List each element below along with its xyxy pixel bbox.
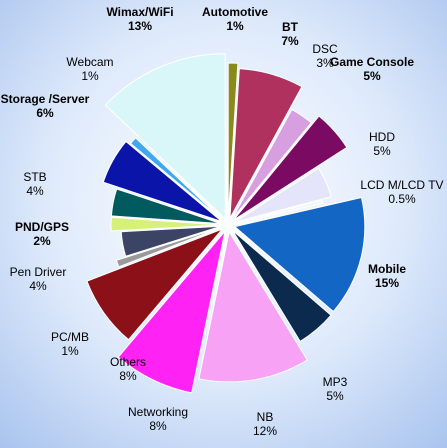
category-name: PC/MB — [50, 330, 89, 344]
category-name: NB — [256, 410, 274, 424]
pie-slice — [198, 230, 308, 383]
pie-slice — [227, 62, 239, 219]
value-label: 12% — [252, 424, 278, 438]
pie-slice — [120, 225, 222, 257]
value-label: 6% — [36, 106, 54, 120]
pie-slice — [110, 216, 222, 232]
category-name: MP3 — [322, 375, 348, 389]
slice-label: NB 12% — [220, 410, 310, 438]
pie-slice — [117, 230, 226, 394]
value-label: 15% — [374, 276, 400, 290]
slice-label: Pen Driver 4% — [0, 265, 83, 293]
pie-slice — [86, 228, 223, 341]
category-name: Game Console — [329, 55, 415, 69]
value-label: 5% — [373, 144, 391, 158]
slice-label: MP3 5% — [290, 375, 380, 403]
value-label: 8% — [119, 369, 137, 383]
category-name: Storage /Server — [0, 92, 90, 106]
category-name: Automotive — [202, 5, 268, 19]
slice-label: PC/MB 1% — [25, 330, 115, 358]
slice-label: Game Console 5% — [327, 55, 417, 83]
pie-slice — [231, 108, 312, 220]
slice-label: Others 8% — [83, 355, 173, 383]
value-label: 7% — [281, 34, 299, 48]
pie-slice — [102, 140, 223, 223]
category-name: Networking — [127, 405, 189, 419]
value-label: 1% — [81, 69, 99, 83]
value-label: 13% — [127, 19, 153, 33]
category-name: BT — [282, 20, 298, 34]
category-name: Others — [109, 355, 146, 369]
category-name: STB — [23, 170, 47, 184]
value-label: 8% — [149, 419, 167, 433]
category-name: Mobile — [368, 262, 406, 276]
pie-slice — [232, 115, 348, 221]
slice-label: HDD 5% — [337, 130, 427, 158]
pie-slice — [110, 188, 222, 225]
category-name: Pen Driver — [9, 265, 67, 279]
slice-label: PND/GPS 2% — [0, 220, 87, 248]
pie-slice — [233, 196, 366, 313]
pie-slice — [129, 137, 224, 221]
slice-label: Webcam 1% — [45, 55, 135, 83]
slice-label: Mobile 15% — [342, 262, 432, 290]
value-label: 3% — [316, 56, 334, 70]
category-name: DSC — [312, 42, 338, 56]
slice-label: Storage /Server 6% — [0, 92, 90, 120]
slice-label: STB 4% — [0, 170, 80, 198]
value-label: 4% — [26, 184, 44, 198]
pie-slice — [104, 53, 226, 220]
slice-label: DSC 3% — [280, 42, 370, 70]
value-label: 1% — [226, 19, 244, 33]
slice-label: Automotive 1% — [190, 5, 280, 33]
pie-slice — [115, 226, 222, 268]
slice-label: BT 7% — [245, 20, 335, 48]
slice-label: Wimax/WiFi 13% — [95, 5, 185, 33]
category-name: Webcam — [66, 55, 114, 69]
value-label: 5% — [363, 69, 381, 83]
value-label: 2% — [33, 234, 51, 248]
category-name: Wimax/WiFi — [106, 5, 174, 19]
value-label: 4% — [29, 279, 47, 293]
slice-label: LCD M/LCD TV 0.5% — [357, 178, 447, 206]
pie-slice — [234, 167, 332, 223]
pie-slice — [232, 229, 332, 343]
pie-slice — [229, 68, 303, 219]
category-name: HDD — [369, 130, 395, 144]
value-label: 0.5% — [388, 192, 416, 206]
value-label: 5% — [326, 389, 344, 403]
category-name: PND/GPS — [14, 220, 69, 234]
pie-slice — [234, 199, 324, 224]
value-label: 1% — [61, 344, 79, 358]
slice-label: Networking 8% — [113, 405, 203, 433]
category-name: LCD M/LCD TV — [360, 178, 444, 192]
